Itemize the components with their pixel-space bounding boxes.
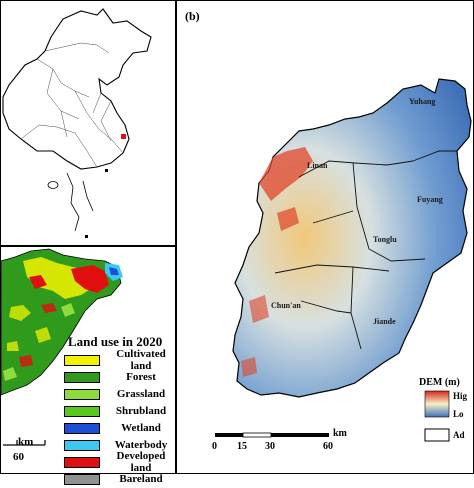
legend-swatch (64, 388, 100, 400)
scale-tick-15: 15 (237, 441, 247, 452)
place-chunan: Chun'an (271, 301, 301, 310)
boundary-legend-label: Ad (453, 430, 465, 440)
dem-map (215, 78, 472, 442)
legend-label: Developed land (116, 450, 166, 474)
scale-bar-b (215, 432, 329, 438)
scale-tick-0: 0 (212, 441, 217, 452)
legend-item: Cultivated land (64, 348, 176, 372)
wetland-patch (109, 267, 119, 275)
scale-tick-60: 60 (323, 441, 333, 452)
place-linan: Linan (307, 161, 328, 170)
legend-label: Bareland (119, 473, 163, 485)
legend-label: Wetland (121, 422, 161, 434)
land-use-map (1, 248, 123, 446)
place-tonglu: Tonglu (373, 235, 397, 244)
dem-legend-title: DEM (m) (419, 377, 460, 388)
place-jiande: Jiande (373, 317, 396, 326)
developed-patch (19, 303, 57, 367)
legend-swatch (64, 473, 100, 485)
place-fuyang: Fuyang (417, 195, 443, 204)
china-inset-map (0, 0, 176, 246)
legend-label: Forest (126, 371, 156, 383)
legend-item: Shrubland (64, 403, 176, 419)
scale-tick-30: 30 (265, 441, 275, 452)
hainan-island (47, 181, 59, 189)
scale-tick-60-a: 60 (13, 451, 24, 463)
legend-item: Wetland (64, 420, 176, 436)
china-boundary (2, 8, 152, 170)
scale-bar-a (3, 440, 46, 446)
developed-patch (29, 275, 47, 289)
boundary-legend-swatch (424, 428, 450, 442)
legend-item: Forest (64, 369, 176, 385)
legend-swatch (64, 439, 100, 451)
legend-label: Cultivated land (116, 348, 166, 372)
legend-swatch (64, 456, 100, 468)
legend-item: Grassland (64, 386, 176, 402)
province-boundaries (20, 42, 124, 168)
south-china-sea-islands (66, 172, 94, 232)
island-dot (105, 169, 108, 172)
land-use-legend: Land use in 2020 Cultivated land Forest … (64, 334, 176, 488)
scale-unit-km-a: km (18, 436, 34, 448)
legend-item: Bareland (64, 471, 176, 487)
scale-unit-km: km (333, 428, 347, 439)
legend-label: Shrubland (115, 405, 167, 417)
dem-legend-low: Lo (453, 409, 464, 419)
high-elevation-zone (241, 295, 269, 377)
legend-swatch (64, 422, 100, 434)
dem-map-panel: (b) Linan Yuhang Fuyang Tonglu Chun'an J… (176, 0, 474, 474)
legend-swatch (64, 354, 100, 366)
legend-label: Waterbody (114, 439, 168, 451)
legend-swatch (64, 371, 100, 383)
china-outline (2, 8, 152, 238)
study-area-marker (121, 134, 126, 139)
grassland-patch (3, 303, 75, 381)
developed-patch (71, 265, 109, 293)
high-elevation-zone (259, 147, 313, 201)
dem-legend-ramp (424, 390, 450, 418)
dem-legend-high: Hig (453, 391, 468, 401)
island-dot (85, 235, 88, 238)
study-area-dem (232, 78, 472, 398)
legend-title: Land use in 2020 (68, 334, 163, 349)
legend-item: Waterbody (64, 437, 176, 453)
legend-label: Grassland (116, 388, 166, 400)
county-boundaries (274, 150, 457, 350)
cultivated-patch (7, 305, 51, 351)
legend-swatch (64, 405, 100, 417)
panel-label-b: (b) (185, 9, 200, 23)
high-elevation-zone (277, 207, 299, 231)
legend-item: Developed land (64, 450, 176, 474)
cultivated-patch (23, 257, 97, 299)
place-yuhang: Yuhang (409, 97, 436, 106)
